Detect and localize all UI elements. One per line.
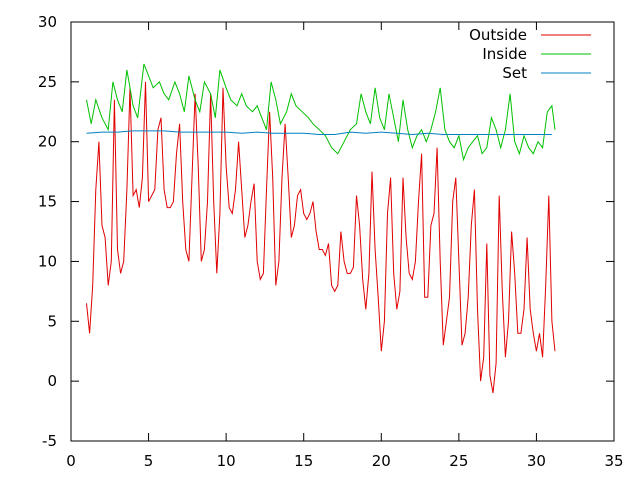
x-tick-label: 30	[527, 452, 546, 470]
legend-label-inside: Inside	[482, 45, 527, 63]
y-tick-label: 25	[38, 73, 57, 91]
y-tick-label: 20	[38, 133, 57, 151]
legend-label-outside: Outside	[469, 26, 527, 44]
series-line-inside	[86, 63, 556, 162]
x-tick-label: 25	[449, 452, 468, 470]
plot-frame	[70, 21, 615, 442]
y-tick-label: 30	[38, 13, 57, 31]
y-tick-label: 15	[38, 193, 57, 211]
y-tick-label: 10	[38, 252, 57, 270]
y-tick-label: -5	[42, 432, 57, 450]
x-tick-label: 0	[66, 452, 76, 470]
x-tick-label: 35	[604, 452, 623, 470]
series-line-set	[86, 130, 552, 136]
x-tick-label: 20	[372, 452, 391, 470]
x-tick-label: 5	[144, 452, 154, 470]
y-tick-label: 5	[47, 312, 57, 330]
x-tick-label: 15	[294, 452, 313, 470]
y-tick-label: 0	[47, 372, 57, 390]
plot-lines	[86, 63, 556, 394]
legend-label-set: Set	[502, 64, 527, 82]
x-tick-label: 10	[217, 452, 236, 470]
series-line-outside	[86, 81, 556, 394]
axes: 0 5 10 15 20 25 30 35 -5 0 5 10 15 20 25 30	[38, 13, 624, 470]
